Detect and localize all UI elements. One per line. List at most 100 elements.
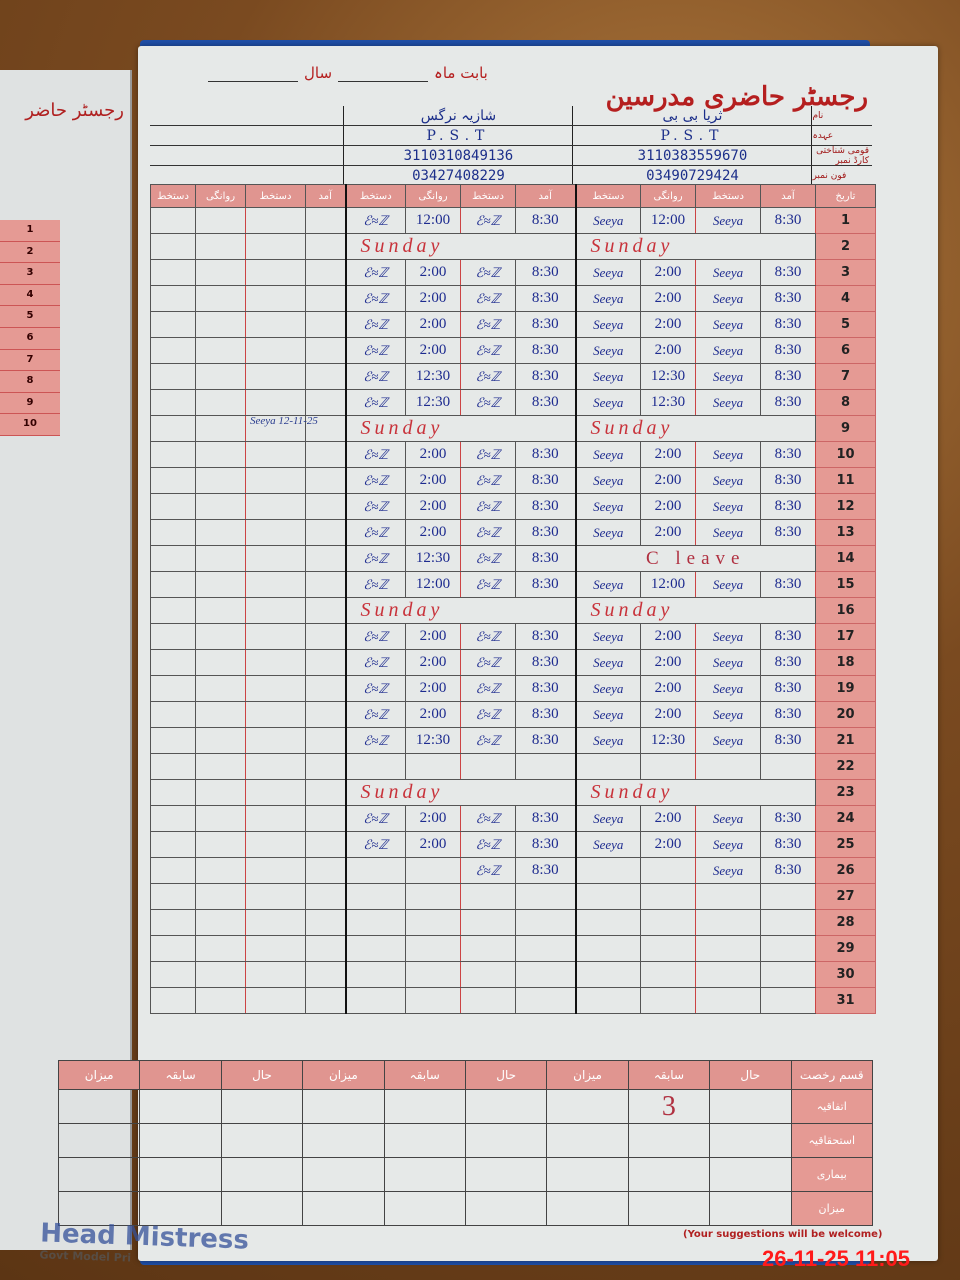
empty-cell [150, 337, 196, 364]
empty-cell [245, 597, 306, 624]
attendance-row: Sunday Sunday 2 [150, 233, 876, 260]
column-header: دستخط [344, 184, 406, 208]
empty-cell [245, 571, 306, 598]
departure-signature: ℰ≈ℤ [344, 285, 406, 312]
empty-cell [695, 987, 761, 1014]
empty-cell [195, 363, 246, 390]
departure-time: 2:00 [640, 805, 696, 832]
empty-cell [150, 311, 196, 338]
info-row: 3110310849136 3110383559670 قومی شناختی کا… [150, 146, 872, 166]
arrival-time: 8:30 [515, 441, 576, 468]
arrival-signature: ℰ≈ℤ [460, 649, 516, 676]
attendance-row: 27 [150, 883, 876, 910]
date-cell: 30 [815, 961, 876, 988]
column-header: دستخط [245, 184, 306, 208]
departure-time: 2:00 [405, 285, 461, 312]
info-label: نام [812, 110, 824, 121]
empty-cell [150, 753, 196, 780]
date-cell: 3 [815, 259, 876, 286]
empty-cell [695, 935, 761, 962]
empty-cell [305, 779, 346, 806]
summary-cell [302, 1191, 385, 1226]
attendance-row: ℰ≈ℤ 8:30 Seeya 8:30 26 [150, 857, 876, 884]
departure-signature: Seeya [574, 363, 641, 390]
sunday-mark: Sunday [574, 415, 816, 442]
empty-cell [305, 649, 346, 676]
departure-signature: ℰ≈ℤ [344, 727, 406, 754]
column-header: آمد [760, 184, 816, 208]
departure-signature: ℰ≈ℤ [344, 467, 406, 494]
departure-signature: ℰ≈ℤ [344, 337, 406, 364]
summary-cell [546, 1191, 629, 1226]
teacher-2-cnic: 3110383559670 [573, 146, 813, 165]
date-cell: 20 [815, 701, 876, 728]
empty-cell [305, 727, 346, 754]
empty-cell [195, 623, 246, 650]
departure-signature: ℰ≈ℤ [344, 805, 406, 832]
date-cell: 18 [815, 649, 876, 676]
summary-header: سابقہ [383, 1060, 466, 1090]
date-cell: 17 [815, 623, 876, 650]
blank-teacher-info-cell [150, 166, 345, 185]
empty-cell [195, 207, 246, 234]
arrival-time: 8:30 [760, 467, 816, 494]
departure-signature: Seeya [574, 831, 641, 858]
arrival-signature: Seeya [695, 467, 761, 494]
departure-signature: ℰ≈ℤ [344, 259, 406, 286]
attendance-row: 22 [150, 753, 876, 780]
arrival-time: 8:30 [760, 675, 816, 702]
empty-cell [245, 831, 306, 858]
empty-cell [344, 987, 406, 1014]
arrival-time: 8:30 [760, 363, 816, 390]
blank-teacher-info-cell [150, 126, 345, 145]
teacher-2-phone: 03490729424 [573, 166, 813, 185]
empty-cell [515, 753, 576, 780]
departure-signature: Seeya [574, 519, 641, 546]
departure-time: 2:00 [640, 467, 696, 494]
arrival-signature: ℰ≈ℤ [460, 311, 516, 338]
departure-time: 12:00 [640, 571, 696, 598]
arrival-signature: Seeya [695, 389, 761, 416]
left-page-day: 7 [0, 349, 60, 372]
empty-cell [150, 857, 196, 884]
summary-cell [383, 1123, 466, 1158]
attendance-table: دستخط روانگی دستخط آمد دستخط روانگی دستخط آمد دس… [150, 184, 876, 1014]
arrival-signature: ℰ≈ℤ [460, 675, 516, 702]
departure-signature: Seeya [574, 467, 641, 494]
summary-cell [57, 1157, 141, 1192]
empty-cell [245, 753, 306, 780]
summary-cell: 3 [627, 1089, 711, 1124]
departure-time: 12:30 [405, 389, 461, 416]
empty-cell [195, 675, 246, 702]
summary-header: سابقہ [139, 1060, 222, 1090]
empty-cell [245, 259, 306, 286]
empty-cell [305, 571, 346, 598]
attendance-row: ℰ≈ℤ 2:00 ℰ≈ℤ 8:30 Seeya 2:00 Seeya 8:30 19 [150, 675, 876, 702]
sunday-mark: Sunday [574, 233, 816, 260]
empty-cell [405, 753, 461, 780]
date-cell: 26 [815, 857, 876, 884]
empty-cell [195, 545, 246, 572]
arrival-signature: ℰ≈ℤ [460, 207, 516, 234]
empty-cell [245, 311, 306, 338]
arrival-time: 8:30 [515, 337, 576, 364]
departure-time: 2:00 [640, 441, 696, 468]
summary-cell [546, 1157, 629, 1192]
attendance-row: ℰ≈ℤ 2:00 ℰ≈ℤ 8:30 Seeya 2:00 Seeya 8:30 5 [150, 311, 876, 338]
arrival-time: 8:30 [515, 363, 576, 390]
departure-time: 2:00 [405, 493, 461, 520]
arrival-signature: ℰ≈ℤ [460, 805, 516, 832]
departure-time: 12:00 [405, 571, 461, 598]
arrival-time: 8:30 [760, 285, 816, 312]
empty-cell [245, 441, 306, 468]
departure-time: 12:30 [405, 363, 461, 390]
departure-signature: Seeya [574, 389, 641, 416]
empty-cell [574, 987, 641, 1014]
date-cell: 22 [815, 753, 876, 780]
departure-signature [344, 857, 406, 884]
empty-cell [150, 909, 196, 936]
empty-cell [195, 259, 246, 286]
arrival-signature: Seeya [695, 857, 761, 884]
departure-signature: ℰ≈ℤ [344, 493, 406, 520]
empty-cell [305, 337, 346, 364]
